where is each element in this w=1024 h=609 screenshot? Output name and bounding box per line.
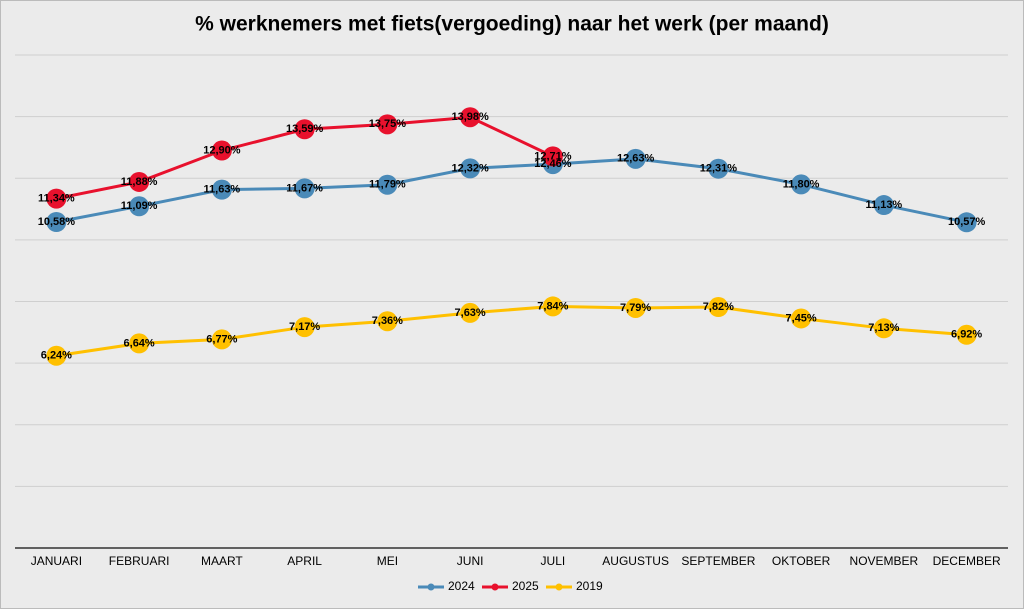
data-label: 6,24% (41, 350, 72, 362)
data-point (873, 318, 894, 339)
x-tick-label: AUGUSTUS (602, 554, 669, 568)
data-point (294, 119, 315, 140)
data-point (791, 308, 812, 329)
data-label: 13,75% (369, 118, 407, 130)
data-point (460, 107, 481, 128)
data-label: 12,63% (617, 153, 655, 165)
legend-item: 2025 (482, 579, 539, 593)
x-tick-label: MAART (201, 554, 243, 568)
data-point (542, 146, 563, 167)
x-tick-label: JULI (541, 554, 566, 568)
data-label: 11,67% (286, 182, 323, 194)
data-point (46, 188, 67, 209)
data-point (294, 317, 315, 338)
x-tick-label: MEI (377, 554, 398, 568)
data-point (211, 329, 232, 350)
data-point (956, 212, 977, 233)
data-label: 12,31% (700, 163, 738, 175)
data-point (791, 174, 812, 195)
x-tick-label: SEPTEMBER (681, 554, 755, 568)
legend-marker (555, 583, 563, 591)
data-point (377, 114, 398, 135)
data-label: 6,92% (951, 329, 982, 341)
data-label: 12,71% (534, 150, 572, 162)
data-label: 10,57% (948, 216, 986, 228)
x-tick-label: JANUARI (31, 554, 82, 568)
data-label: 11,09% (121, 200, 158, 212)
data-label: 11,80% (783, 178, 820, 190)
data-point (460, 158, 481, 179)
legend-marker (491, 583, 499, 591)
legend-label: 2025 (512, 579, 539, 593)
series-line (56, 304, 967, 358)
data-point (708, 158, 729, 179)
data-label: 7,45% (786, 312, 817, 324)
data-label: 13,98% (451, 111, 489, 123)
data-point (211, 140, 232, 161)
data-point (129, 171, 150, 192)
legend-item: 2019 (546, 579, 603, 593)
data-label: 12,32% (451, 162, 489, 174)
data-label: 10,58% (38, 216, 76, 228)
x-tick-label: DECEMBER (933, 554, 1001, 568)
data-label: 11,63% (204, 184, 241, 196)
data-point (460, 302, 481, 323)
data-label: 12,90% (203, 144, 241, 156)
data-point (211, 179, 232, 200)
legend-label: 2024 (448, 579, 475, 593)
chart-title: % werknemers met fiets(vergoeding) naar … (195, 13, 829, 36)
data-label: 7,63% (455, 307, 486, 319)
data-label: 6,64% (124, 337, 155, 349)
data-point (129, 333, 150, 354)
data-point (46, 345, 67, 366)
data-point (129, 196, 150, 217)
data-point (46, 212, 67, 233)
x-tick-label: FEBRUARI (109, 554, 170, 568)
data-label: 7,84% (537, 300, 568, 312)
data-point (377, 311, 398, 332)
data-point (873, 195, 894, 216)
legend-label: 2019 (576, 579, 603, 593)
data-point (377, 174, 398, 195)
x-tick-label: APRIL (287, 554, 322, 568)
x-tick-label: JUNI (457, 554, 484, 568)
data-label: 7,13% (868, 322, 899, 334)
x-tick-label: NOVEMBER (850, 554, 919, 568)
data-label: 11,79% (369, 179, 406, 191)
data-label: 7,82% (703, 301, 734, 313)
data-label: 7,36% (372, 315, 403, 327)
series-line (56, 157, 967, 224)
data-label: 11,88% (121, 176, 158, 188)
data-point (956, 324, 977, 345)
data-label: 11,13% (866, 199, 903, 211)
data-point (294, 178, 315, 199)
data-point (708, 297, 729, 318)
data-point (625, 148, 646, 169)
data-point (625, 297, 646, 318)
legend-item: 2024 (418, 579, 475, 593)
data-label: 13,59% (286, 123, 324, 135)
data-label: 11,34% (38, 192, 75, 204)
markers (46, 107, 977, 366)
data-label: 7,79% (620, 302, 651, 314)
data-label: 6,77% (206, 333, 237, 345)
data-point (542, 296, 563, 317)
legend-marker (427, 583, 435, 591)
data-label: 12,46% (534, 158, 572, 170)
data-label: 7,17% (289, 321, 320, 333)
value-labels: 10,58% 11,09% 11,63% 11,67% 11,79% 12,32% 12,4… (38, 111, 986, 361)
x-tick-label: OKTOBER (772, 554, 831, 568)
